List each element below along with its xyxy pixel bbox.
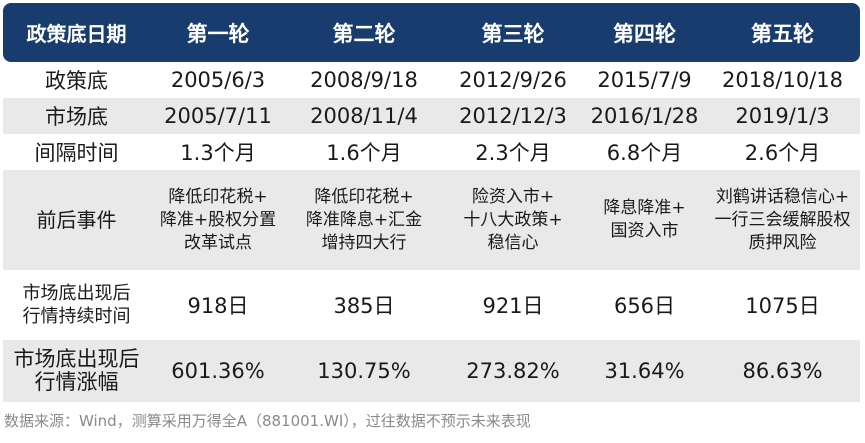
table-cell: 273.82%: [466, 359, 560, 383]
row-label: 市场底出现后 行情涨幅: [13, 347, 140, 394]
table-row: 间隔时间 1.3个月 1.6个月 2.3个月 6.8个月 2.6个月: [3, 134, 860, 170]
header-cell: 第三轮: [481, 21, 545, 46]
header-cell: 第四轮: [613, 21, 676, 46]
table-cell: 2008/9/18: [310, 68, 418, 92]
table-header: 政策底日期 第一轮 第二轮 第三轮 第四轮 第五轮: [3, 3, 860, 62]
header-cell: 第一轮: [186, 21, 250, 46]
table-cell: 2.6个月: [744, 141, 821, 165]
table-cell: 31.64%: [604, 359, 685, 383]
table-cell: 656日: [613, 294, 676, 318]
table-cell: 2005/7/11: [164, 104, 272, 128]
source-note: 数据来源：Wind，测算采用万得全A（881001.WI），过往数据不预示未来表…: [4, 412, 531, 430]
table-cell: 2018/10/18: [721, 68, 844, 92]
table-row: 前后事件 降低印花税+ 降准+股权分置 改革试点 降低印花税+ 降准降息+汇金 …: [3, 170, 860, 270]
row-label: 市场底: [45, 105, 108, 129]
policy-bottom-table: 政策底日期 第一轮 第二轮 第三轮 第四轮 第五轮 政策底 2005/6/3 2…: [3, 3, 860, 402]
table-cell: 险资入市+ 十八大政策+ 稳信心: [463, 186, 563, 253]
header-cell: 第二轮: [332, 21, 396, 46]
row-label: 市场底出现后 行情持续时间: [22, 283, 131, 327]
table-cell: 2008/11/4: [310, 104, 418, 128]
table-cell: 2012/9/26: [459, 68, 567, 92]
table-cell: 2016/1/28: [590, 104, 699, 128]
table-cell: 降息降准+ 国资入市: [603, 198, 686, 241]
row-label: 前后事件: [36, 207, 117, 232]
table-cell: 降低印花税+ 降准+股权分置 改革试点: [159, 186, 277, 253]
table-cell: 2.3个月: [475, 141, 551, 165]
table-cell: 918日: [187, 294, 249, 318]
row-label: 间隔时间: [34, 141, 119, 165]
header-cell: 政策底日期: [26, 22, 127, 46]
header-cell: 第五轮: [751, 21, 814, 46]
row-label: 政策底: [45, 69, 108, 93]
table-cell: 2012/12/3: [459, 104, 567, 128]
table-row: 政策底 2005/6/3 2008/9/18 2012/9/26 2015/7/…: [3, 62, 860, 98]
table-cell: 86.63%: [742, 359, 823, 383]
table-cell: 601.36%: [171, 359, 265, 383]
table-cell: 130.75%: [317, 359, 411, 383]
table-cell: 385日: [333, 294, 395, 318]
table-cell: 6.8个月: [606, 141, 683, 165]
table-cell: 2019/1/3: [735, 104, 830, 128]
table-cell: 921日: [482, 294, 544, 318]
table-cell: 降低印花税+ 降准降息+汇金 增持四大行: [305, 186, 423, 253]
table-cell: 刘鹤讲话稳信心+ 一行三会缓解股权 质押风险: [714, 186, 851, 253]
table-cell: 1075日: [745, 294, 820, 318]
table-row: 市场底出现后 行情持续时间 918日 385日 921日 656日 1075日: [3, 270, 860, 340]
table-cell: 2005/6/3: [170, 68, 266, 92]
table-cell: 1.3个月: [180, 141, 256, 165]
table-row: 市场底出现后 行情涨幅 601.36% 130.75% 273.82% 31.6…: [3, 340, 860, 402]
table-cell: 2015/7/9: [597, 68, 692, 92]
table-row: 市场底 2005/7/11 2008/11/4 2012/12/3 2016/1…: [3, 98, 860, 134]
table-cell: 1.6个月: [326, 141, 402, 165]
